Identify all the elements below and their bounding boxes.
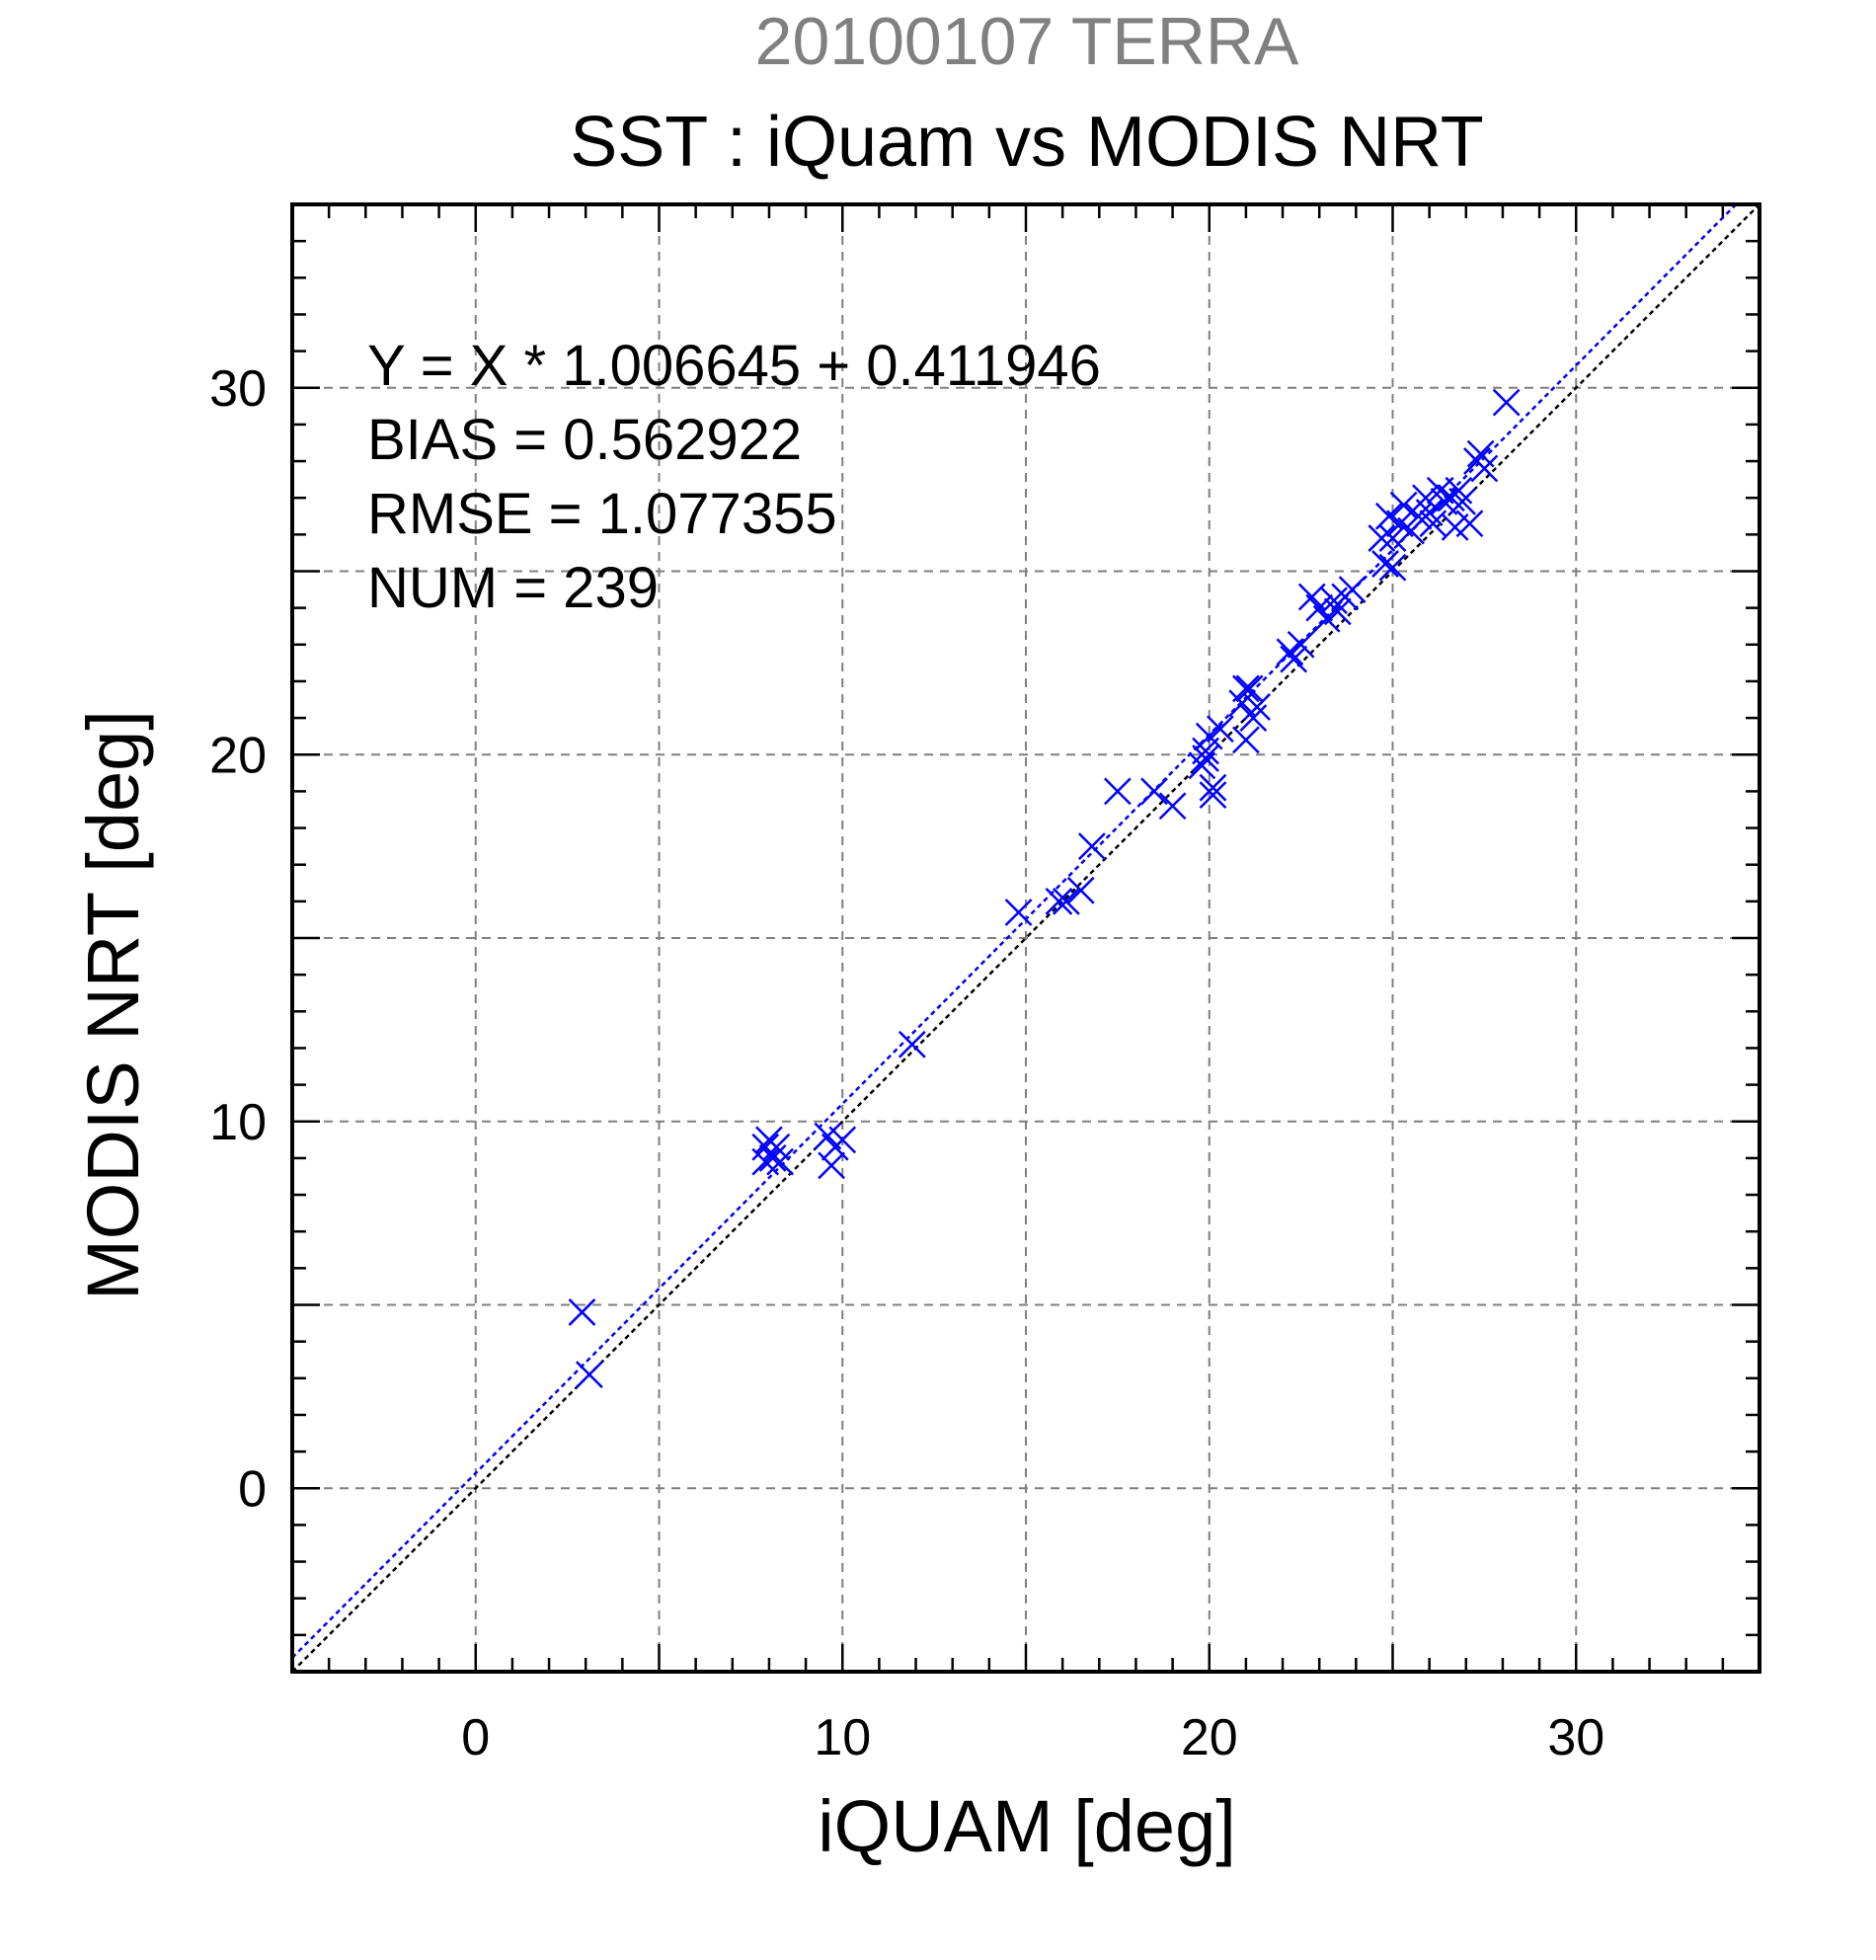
stats-bias: BIAS = 0.562922: [367, 408, 802, 472]
data-point: [1192, 745, 1219, 772]
data-points: [568, 388, 1521, 1388]
data-point: [1338, 576, 1367, 603]
data-point: [1404, 502, 1433, 530]
data-point: [1158, 792, 1187, 821]
data-point: [1199, 781, 1227, 809]
data-point: [1188, 751, 1216, 780]
data-point: [1243, 693, 1271, 721]
data-point: [818, 1151, 845, 1180]
data-point: [1103, 777, 1132, 806]
data-point: [1371, 550, 1399, 578]
data-point: [1320, 587, 1348, 615]
data-point: [1004, 899, 1033, 926]
data-point: [758, 1144, 787, 1172]
y-tick-label: 20: [209, 727, 267, 784]
data-point: [1492, 388, 1521, 417]
x-tick-label: 0: [461, 1709, 490, 1766]
reference-lines: [292, 204, 1759, 1672]
data-point: [1445, 476, 1473, 505]
stats-box: Y = X * 1.006645 + 0.411946 BIAS = 0.562…: [367, 334, 1101, 620]
data-point: [568, 1298, 596, 1326]
data-point: [1368, 524, 1396, 552]
stats-equation: Y = X * 1.006645 + 0.411946: [367, 334, 1101, 398]
data-point: [1239, 704, 1268, 732]
y-tick-label: 10: [209, 1094, 267, 1151]
data-point: [1378, 553, 1407, 582]
grid: [292, 204, 1759, 1672]
data-point: [1287, 630, 1315, 659]
data-point: [1045, 887, 1073, 915]
x-tick-label: 10: [814, 1709, 871, 1766]
data-point: [1378, 524, 1407, 552]
plot-area-frame: [290, 202, 1761, 1674]
data-point: [576, 1361, 603, 1388]
stats-rmse: RMSE = 1.077355: [367, 482, 837, 546]
tick-labels: 0 10 20 30 0 10 20 30: [209, 360, 1604, 1766]
data-point: [1207, 715, 1234, 744]
data-point: [1140, 777, 1168, 806]
x-tick-label: 30: [1547, 1709, 1604, 1766]
data-point: [1419, 510, 1447, 538]
stats-num: NUM = 239: [367, 556, 659, 620]
data-point: [766, 1147, 794, 1176]
data-point: [1448, 488, 1476, 515]
data-point: [1199, 773, 1227, 802]
x-tick-label: 20: [1181, 1709, 1238, 1766]
data-point: [1389, 491, 1418, 519]
y-tick-label: 30: [209, 360, 267, 418]
data-point: [1280, 645, 1308, 673]
data-point: [828, 1126, 857, 1154]
chart-title: SST : iQuam vs MODIS NRT: [570, 103, 1484, 182]
data-point: [1323, 597, 1352, 626]
data-point: [898, 1030, 926, 1058]
data-point: [1415, 499, 1444, 526]
y-axis-label: MODIS NRT [deg]: [72, 710, 154, 1300]
data-point: [1232, 674, 1260, 703]
data-point: [1077, 832, 1106, 861]
y-tick-label: 0: [238, 1460, 267, 1518]
data-point: [1235, 674, 1264, 703]
chart-supertitle: 20100107 TERRA: [755, 4, 1299, 79]
x-axis-label: iQUAM [deg]: [818, 1785, 1236, 1867]
data-point: [1232, 726, 1260, 754]
data-point: [751, 1147, 780, 1176]
data-point: [1066, 876, 1095, 904]
data-point: [1455, 510, 1484, 538]
data-point: [1466, 439, 1495, 468]
data-point: [1052, 887, 1080, 915]
